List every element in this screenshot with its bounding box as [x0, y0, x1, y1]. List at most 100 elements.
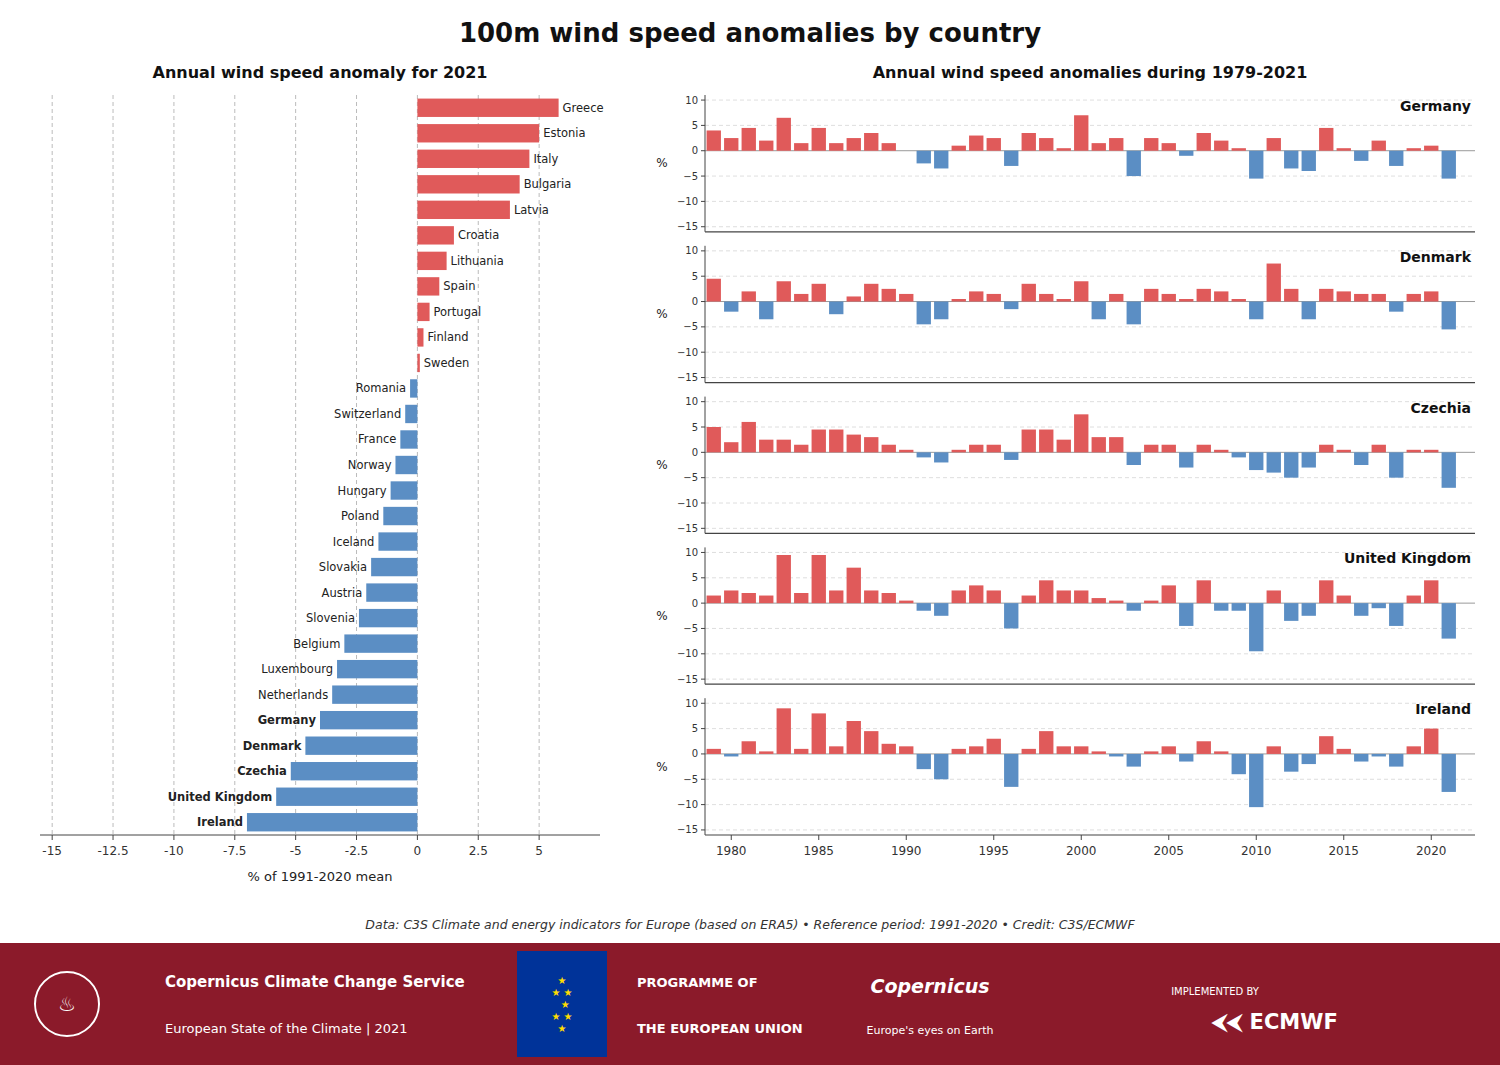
bar: [1442, 302, 1456, 330]
category-label: Iceland: [333, 535, 375, 549]
tick: [701, 552, 705, 553]
bar: [344, 634, 417, 652]
bar: [1144, 601, 1158, 604]
tick: [701, 804, 705, 805]
bar: [1302, 151, 1316, 171]
grid-line: [705, 352, 1475, 353]
tick: [701, 326, 705, 327]
tick-label: 10: [685, 245, 698, 256]
bar: [1162, 143, 1176, 151]
tick-label: 10: [685, 396, 698, 407]
tick-label: 0: [692, 598, 698, 609]
tick: [701, 603, 705, 604]
bar: [707, 279, 721, 302]
tick: [701, 753, 705, 754]
grid-line: [705, 401, 1475, 402]
bar: [1354, 294, 1368, 302]
bar: [1057, 590, 1071, 603]
bar: [1232, 299, 1246, 302]
tick: [113, 835, 114, 840]
tick-label: 5: [692, 723, 698, 734]
bar: [864, 437, 878, 452]
bar: [1424, 450, 1438, 453]
tick: [701, 352, 705, 353]
bar: [724, 590, 738, 603]
tick-label: 0: [692, 145, 698, 156]
grid-line: [705, 829, 1475, 830]
bar: [777, 281, 791, 301]
tick-label: 5: [692, 120, 698, 131]
tick: [701, 377, 705, 378]
bars: [707, 555, 1456, 651]
bar: [1127, 754, 1141, 767]
tick-label: -15: [42, 844, 62, 858]
grid-line: [705, 804, 1475, 805]
bar: [1004, 452, 1018, 460]
bar: [1162, 445, 1176, 453]
bar: [1022, 430, 1036, 453]
bars: [707, 414, 1456, 487]
bar: [882, 143, 896, 151]
bar: [291, 762, 418, 780]
bar: [1214, 603, 1228, 611]
panel: −15−10−50510%United Kingdom: [656, 547, 1475, 685]
bar: [969, 585, 983, 603]
bar: [1057, 440, 1071, 453]
grid-line: [705, 326, 1475, 327]
tick-label: -10: [164, 844, 184, 858]
category-label: Romania: [356, 381, 406, 395]
bar: [1407, 148, 1421, 151]
bar: [1074, 414, 1088, 452]
bar: [1039, 138, 1053, 151]
footer-text: THE EUROPEAN UNION: [637, 1021, 803, 1036]
bar: [359, 609, 417, 627]
bar: [1442, 754, 1456, 792]
panel: −15−10−50510%Czechia: [656, 396, 1475, 534]
footer-text: Europe's eyes on Earth: [867, 1024, 994, 1037]
panel: −15−10−505101980198519901995200020052010…: [656, 698, 1475, 858]
bar: [1319, 580, 1333, 603]
grid-line: [705, 703, 1475, 704]
bar: [1092, 751, 1106, 754]
category-label: Sweden: [424, 356, 469, 370]
tick: [701, 728, 705, 729]
bar: [707, 130, 721, 150]
panel-title: Germany: [1400, 98, 1471, 114]
bar: [864, 284, 878, 302]
chart-root: 100m wind speed anomalies by countryAnnu…: [0, 0, 1500, 1065]
bar: [1249, 302, 1263, 320]
bar: [1232, 754, 1246, 774]
bar: [777, 440, 791, 453]
bar: [247, 813, 417, 831]
bar: [759, 302, 773, 320]
bar: [1249, 603, 1263, 651]
bar: [1319, 736, 1333, 754]
tick: [701, 452, 705, 453]
bar: [742, 128, 756, 151]
bar: [1407, 450, 1421, 453]
bar: [1004, 302, 1018, 310]
bars: [707, 115, 1456, 178]
bar: [899, 150, 913, 151]
bar: [417, 124, 539, 142]
bar: [777, 555, 791, 603]
tick-label: −10: [677, 648, 698, 659]
panel-title: Ireland: [1415, 701, 1471, 717]
grid-line: [705, 503, 1475, 504]
bar: [917, 603, 931, 611]
tick-label: −10: [677, 799, 698, 810]
footer-text: PROGRAMME OF: [637, 975, 758, 990]
bar: [1232, 603, 1246, 611]
bar: [1127, 603, 1141, 611]
grid-line: [113, 95, 114, 835]
tick: [1256, 835, 1257, 840]
tick-label: -5: [290, 844, 302, 858]
category-label: Lithuania: [451, 254, 504, 268]
bar: [1337, 596, 1351, 604]
bar: [882, 445, 896, 453]
category-label: Bulgaria: [524, 177, 572, 191]
category-label: Denmark: [243, 739, 302, 753]
x-axis: [705, 533, 1475, 534]
bar: [1022, 284, 1036, 302]
bar: [987, 445, 1001, 453]
